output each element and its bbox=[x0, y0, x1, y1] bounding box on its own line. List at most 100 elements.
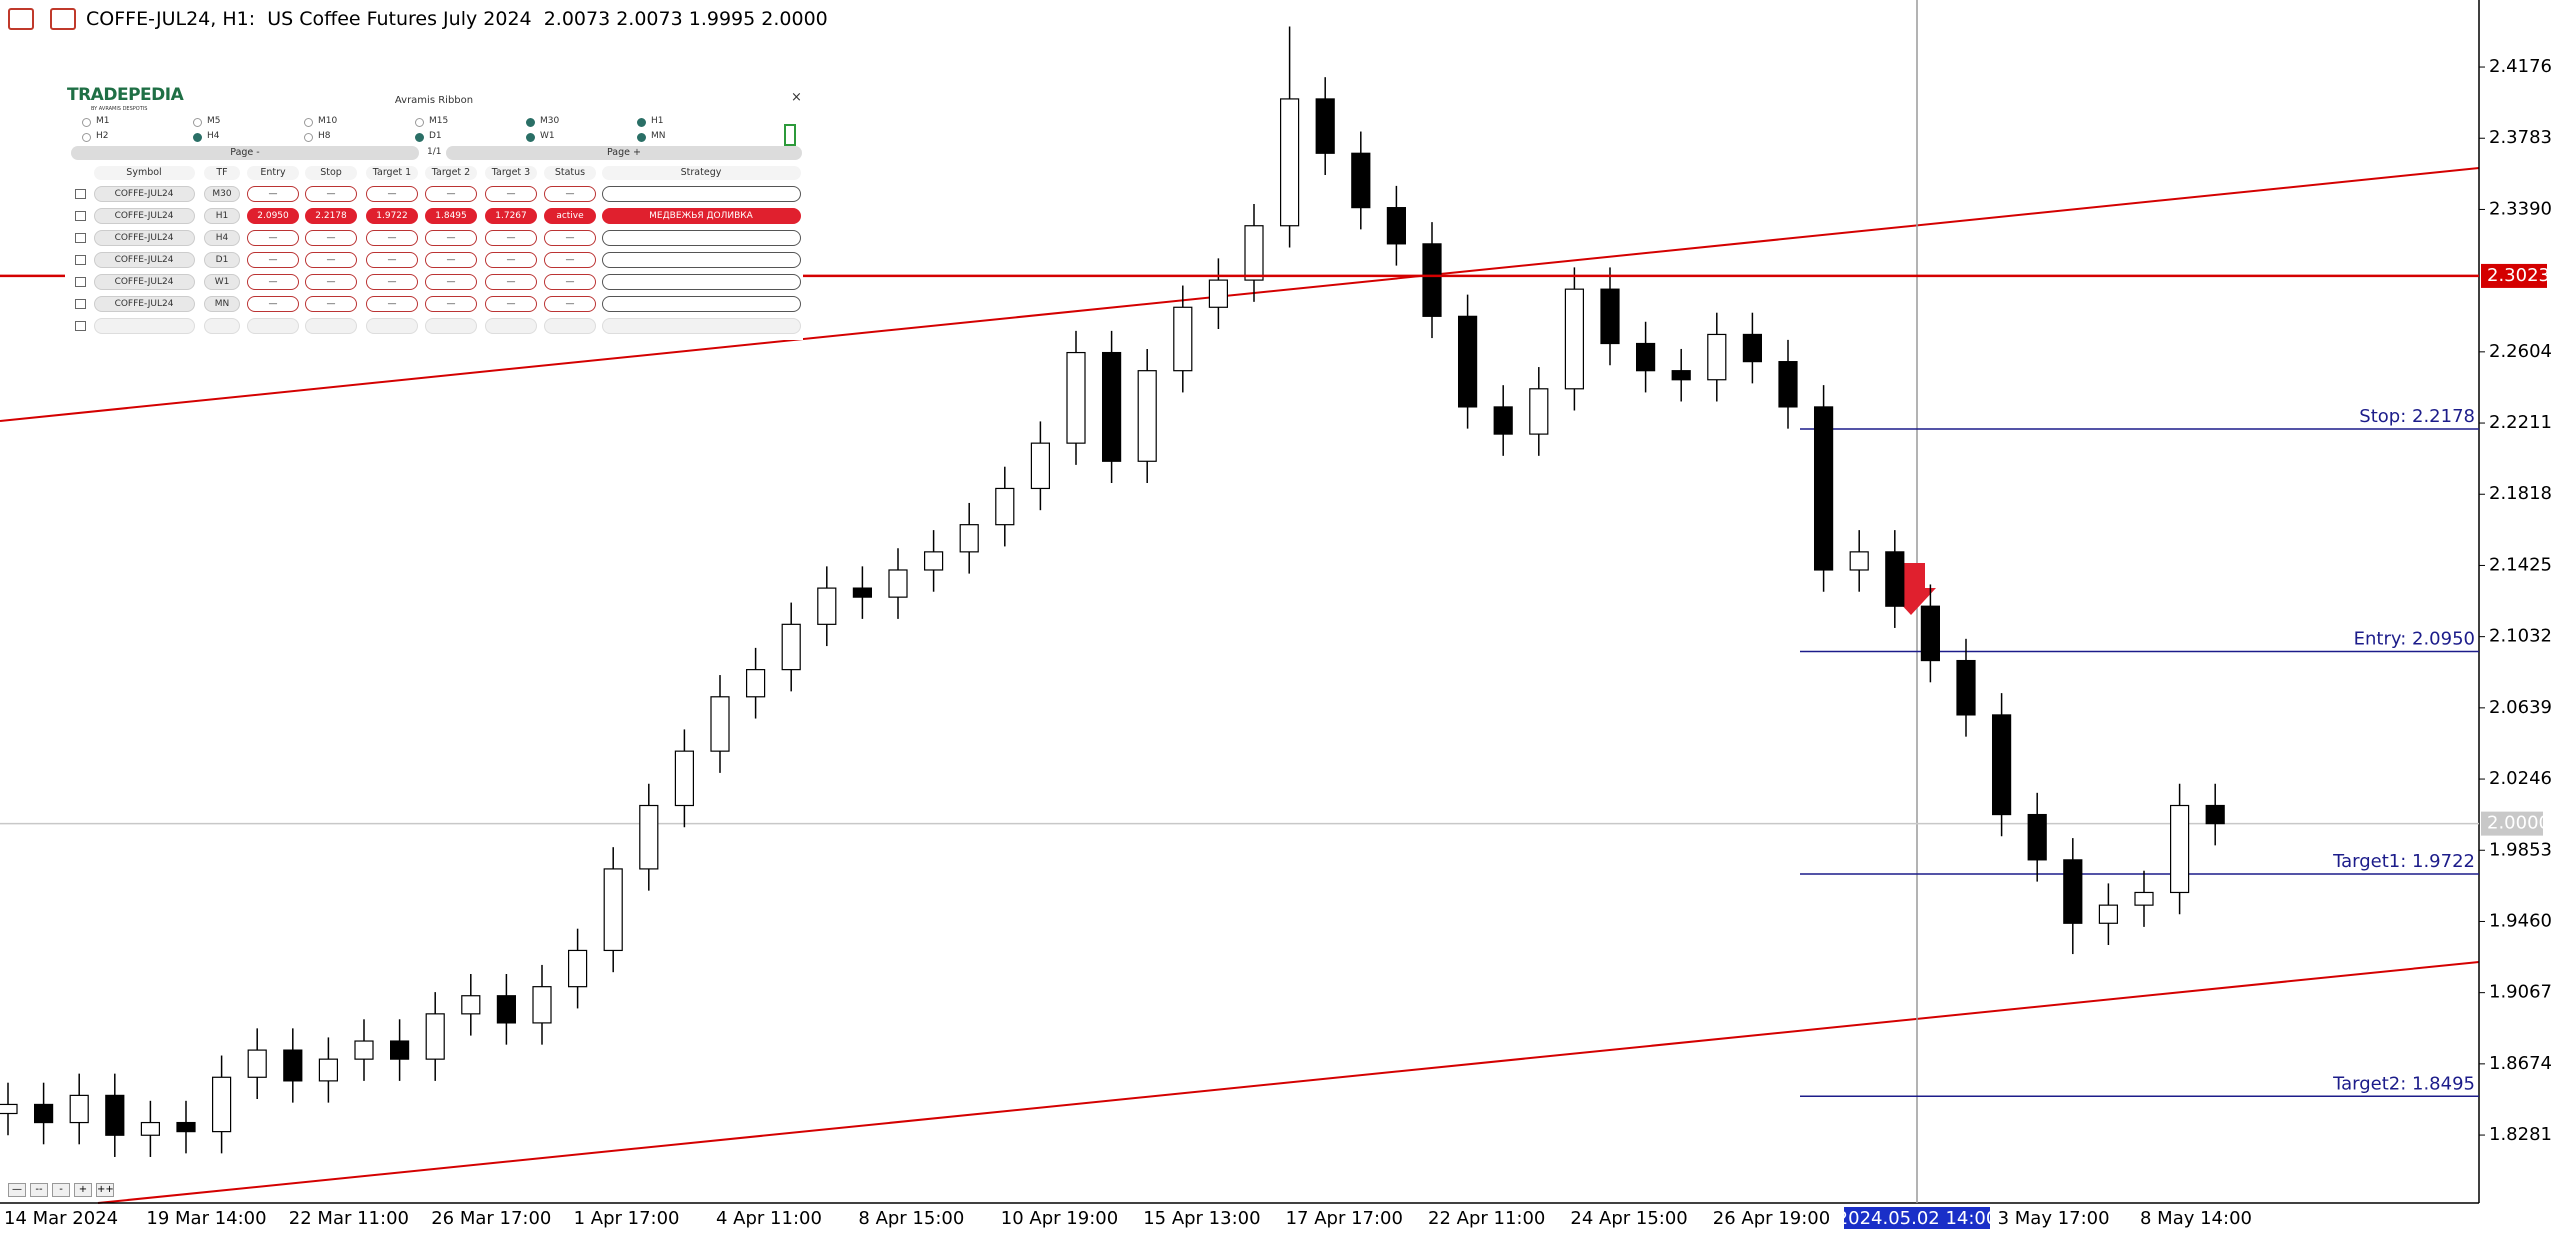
resistance-box bbox=[2481, 263, 2547, 288]
column-header: Stop bbox=[305, 166, 357, 180]
zoom-button[interactable]: - bbox=[52, 1183, 70, 1197]
table-cell: M30 bbox=[204, 186, 240, 202]
candle-body bbox=[1849, 551, 1869, 571]
table-cell bbox=[601, 274, 801, 290]
timeframe-radio[interactable] bbox=[82, 133, 91, 142]
candle-body bbox=[69, 1094, 89, 1124]
table-cell: H4 bbox=[204, 230, 240, 246]
last-price-label: 2.0000 bbox=[2487, 813, 2550, 834]
timeframe-radio[interactable] bbox=[415, 118, 424, 127]
candle-body bbox=[1529, 388, 1549, 435]
table-cell: 1.8495 bbox=[425, 208, 477, 224]
chart-icon[interactable] bbox=[50, 8, 76, 30]
row-icon[interactable] bbox=[75, 189, 86, 199]
x-tick-label: 4 Apr 11:00 bbox=[716, 1208, 822, 1229]
candle-body bbox=[781, 623, 801, 671]
candle-body bbox=[852, 587, 873, 598]
table-cell bbox=[601, 230, 801, 246]
zoom-button[interactable]: -- bbox=[30, 1183, 48, 1197]
table-cell: — bbox=[485, 230, 537, 246]
candle-body bbox=[176, 1121, 196, 1133]
candle-body bbox=[318, 1058, 338, 1082]
panel-title: Avramis Ribbon bbox=[394, 95, 474, 106]
menu-icon[interactable] bbox=[8, 8, 34, 30]
column-header: Target 1 bbox=[366, 166, 418, 180]
candle-body bbox=[1742, 333, 1763, 363]
row-icon[interactable] bbox=[75, 277, 86, 287]
table-cell: — bbox=[544, 252, 596, 268]
timeframe-label: M5 bbox=[207, 116, 221, 126]
table-cell: — bbox=[366, 274, 418, 290]
table-cell bbox=[601, 318, 801, 334]
timeframe-radio[interactable] bbox=[304, 118, 313, 127]
row-icon[interactable] bbox=[75, 233, 86, 243]
candle-body bbox=[1101, 351, 1122, 462]
candle-body bbox=[674, 750, 695, 807]
timeframe-radio[interactable] bbox=[193, 118, 202, 127]
table-cell bbox=[601, 296, 801, 312]
candle-body bbox=[639, 804, 659, 870]
timeframe-radio[interactable] bbox=[637, 133, 646, 142]
y-tick-label: 2.2604 bbox=[2489, 341, 2552, 362]
candle-body bbox=[0, 1103, 18, 1115]
y-tick-label: 1.8281 bbox=[2489, 1124, 2552, 1145]
zoom-button[interactable]: + bbox=[74, 1183, 92, 1197]
row-icon[interactable] bbox=[75, 321, 86, 331]
candle-body bbox=[2134, 891, 2154, 906]
table-cell bbox=[93, 318, 195, 334]
timeframe-label: M1 bbox=[96, 116, 110, 126]
zoom-button[interactable]: ++ bbox=[96, 1183, 114, 1197]
x-tick-label: 8 Apr 15:00 bbox=[858, 1208, 964, 1229]
candle-body bbox=[1671, 370, 1691, 381]
cursor-time-label: 2024.05.02 14:00 bbox=[1837, 1208, 1998, 1229]
table-cell: — bbox=[305, 186, 357, 202]
x-tick-label: 22 Mar 11:00 bbox=[289, 1208, 409, 1229]
table-cell: 1.7267 bbox=[485, 208, 537, 224]
y-tick-label: 2.0639 bbox=[2489, 697, 2552, 718]
page-next[interactable]: Page + bbox=[446, 146, 802, 160]
timeframe-radio[interactable] bbox=[193, 133, 202, 142]
table-cell: — bbox=[425, 186, 477, 202]
x-tick-label: 3 May 17:00 bbox=[1998, 1208, 2110, 1229]
candle-body bbox=[390, 1040, 410, 1060]
y-tick-label: 2.4176 bbox=[2489, 56, 2552, 77]
timeframe-radio[interactable] bbox=[526, 133, 535, 142]
candle-body bbox=[1244, 225, 1264, 281]
y-tick-label: 2.1425 bbox=[2489, 554, 2552, 575]
row-icon[interactable] bbox=[75, 211, 86, 221]
timeframe-label: D1 bbox=[429, 131, 442, 141]
table-cell: 1.9722 bbox=[366, 208, 418, 224]
table-cell: — bbox=[544, 296, 596, 312]
x-tick-label: 17 Apr 17:00 bbox=[1286, 1208, 1403, 1229]
timeframe-radio[interactable] bbox=[304, 133, 313, 142]
timeframe-radio[interactable] bbox=[82, 118, 91, 127]
close-button[interactable]: × bbox=[791, 90, 802, 105]
page-prev[interactable]: Page - bbox=[71, 146, 419, 160]
table-cell: — bbox=[247, 230, 299, 246]
table-cell: — bbox=[366, 186, 418, 202]
zoom-button[interactable]: — bbox=[8, 1183, 26, 1197]
trend-line bbox=[97, 961, 2480, 1204]
candle-body bbox=[1778, 361, 1798, 408]
y-tick-label: 2.0246 bbox=[2489, 768, 2552, 789]
timeframe-radio[interactable] bbox=[526, 118, 535, 127]
last-price-box bbox=[2481, 811, 2543, 836]
candle-body bbox=[212, 1076, 232, 1133]
x-tick-label: 15 Apr 13:00 bbox=[1143, 1208, 1260, 1229]
timeframe-radio[interactable] bbox=[415, 133, 424, 142]
table-cell: H1 bbox=[204, 208, 240, 224]
table-cell bbox=[425, 318, 477, 334]
x-tick-label: 19 Mar 14:00 bbox=[146, 1208, 266, 1229]
x-tick-label: 10 Apr 19:00 bbox=[1001, 1208, 1118, 1229]
table-cell: COFFE-JUL24 bbox=[93, 186, 195, 202]
table-cell: — bbox=[544, 230, 596, 246]
table-cell: — bbox=[305, 296, 357, 312]
row-icon[interactable] bbox=[75, 299, 86, 309]
table-cell: — bbox=[485, 252, 537, 268]
x-tick-label: 26 Apr 19:00 bbox=[1713, 1208, 1830, 1229]
row-icon[interactable] bbox=[75, 255, 86, 265]
table-cell: — bbox=[247, 186, 299, 202]
column-header: Symbol bbox=[93, 166, 195, 180]
timeframe-radio[interactable] bbox=[637, 118, 646, 127]
candle-body bbox=[923, 551, 944, 571]
